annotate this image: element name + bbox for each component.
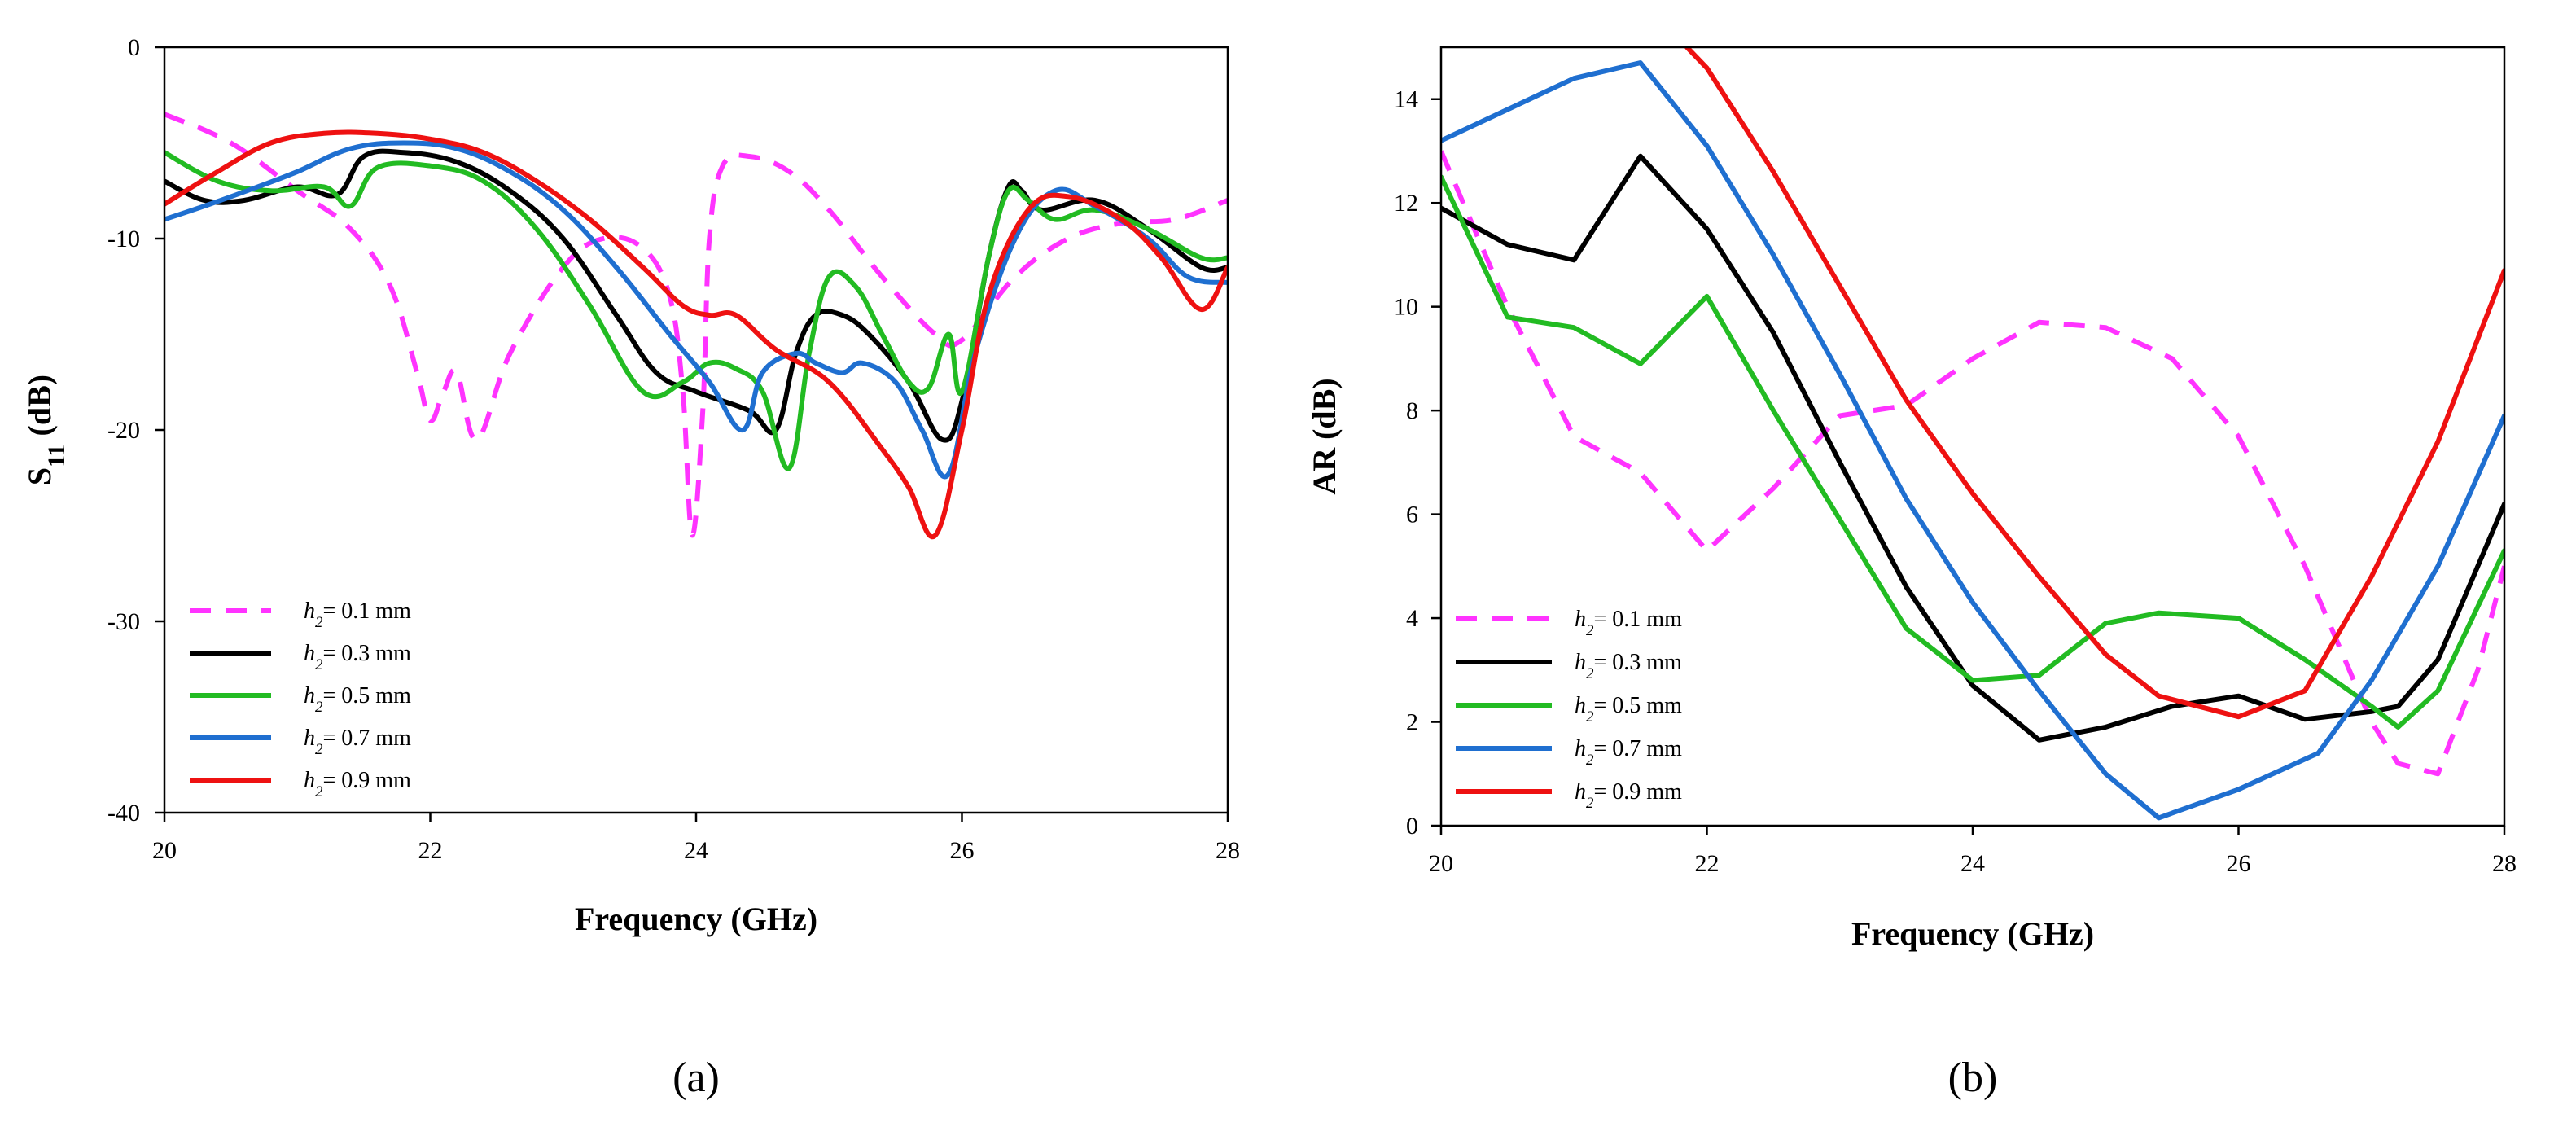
x-tick-label: 20 [1429,850,1453,877]
x-axis-title: Frequency (GHz) [1851,915,2094,952]
x-tick-label: 24 [684,837,708,864]
series-line-5 [164,129,1228,540]
legend-label-3: h2= 0.5 mm [304,683,411,716]
x-tick-label: 28 [2492,850,2517,877]
series-group [1441,47,2504,821]
y-axis-title: AR (dB) [1306,378,1343,494]
y-tick-label: 14 [1394,86,1418,113]
y-tick-label: 10 [1394,294,1418,321]
y-tick-label: -10 [107,226,140,252]
series-line-3 [1441,174,2504,730]
y-tick-label: -40 [107,800,140,827]
legend-label-3: h2= 0.5 mm [1575,693,1682,726]
legend-label-2: h2= 0.3 mm [1575,650,1682,682]
x-axis-title: Frequency (GHz) [575,901,817,937]
legend-label-5: h2= 0.9 mm [304,768,411,800]
panel-label: (a) [672,1055,720,1101]
series-line-3 [164,150,1228,471]
chart-panel-a: 20 22 24 26 28 0 -10 -20 -30 -40 Frequency (GHz) S1… [21,34,1240,1101]
y-axis-title: S11 (dB) [21,375,70,485]
y-tick-label: 0 [128,34,140,61]
x-tick-label: 24 [1960,850,1985,877]
x-tick-label: 22 [418,837,443,864]
y-tick-label: 12 [1394,190,1418,217]
y-tick-label: 2 [1406,709,1418,736]
y-tick-label: -20 [107,417,140,444]
y-tick-label: 8 [1406,397,1418,424]
y-tick-label: 6 [1406,502,1418,528]
series-line-1 [1441,150,2504,777]
legend-label-4: h2= 0.7 mm [304,726,411,758]
x-tick-label: 28 [1216,837,1240,864]
series-line-4 [1441,60,2504,821]
legend-label-4: h2= 0.7 mm [1575,736,1682,769]
legend: h2= 0.1 mm h2= 0.3 mm h2= 0.5 mm h2= 0.7 mm… [1456,607,1682,812]
series-line-5 [1684,47,2504,720]
series-line-1 [164,112,1228,538]
y-tick-label: 0 [1406,813,1418,840]
series-line-4 [164,140,1228,480]
legend-label-1: h2= 0.1 mm [1575,607,1682,639]
legend-label-2: h2= 0.3 mm [304,641,411,673]
legend-label-1: h2= 0.1 mm [304,599,411,631]
x-tick-label: 20 [152,837,177,864]
x-tick-label: 22 [1695,850,1720,877]
y-tick-label: 4 [1406,605,1418,632]
y-tick-label: -30 [107,608,140,635]
legend: h2= 0.1 mm h2= 0.3 mm h2= 0.5 mm h2= 0.7 mm… [190,599,411,800]
series-group [164,112,1228,540]
panel-label: (b) [1948,1055,1998,1101]
x-tick-label: 26 [2227,850,2251,877]
x-tick-label: 26 [950,837,975,864]
legend-label-5: h2= 0.9 mm [1575,779,1682,812]
